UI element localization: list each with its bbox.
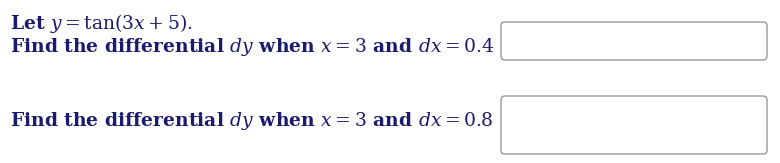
Text: Find the differential $dy$ when $x = 3$ and $dx = 0.8$: Find the differential $dy$ when $x = 3$ … <box>10 110 494 132</box>
Text: Let $y = \tan(3x + 5).$: Let $y = \tan(3x + 5).$ <box>10 12 193 35</box>
FancyBboxPatch shape <box>501 22 767 60</box>
FancyBboxPatch shape <box>501 96 767 154</box>
Text: Find the differential $dy$ when $x = 3$ and $dx = 0.4$: Find the differential $dy$ when $x = 3$ … <box>10 36 495 58</box>
